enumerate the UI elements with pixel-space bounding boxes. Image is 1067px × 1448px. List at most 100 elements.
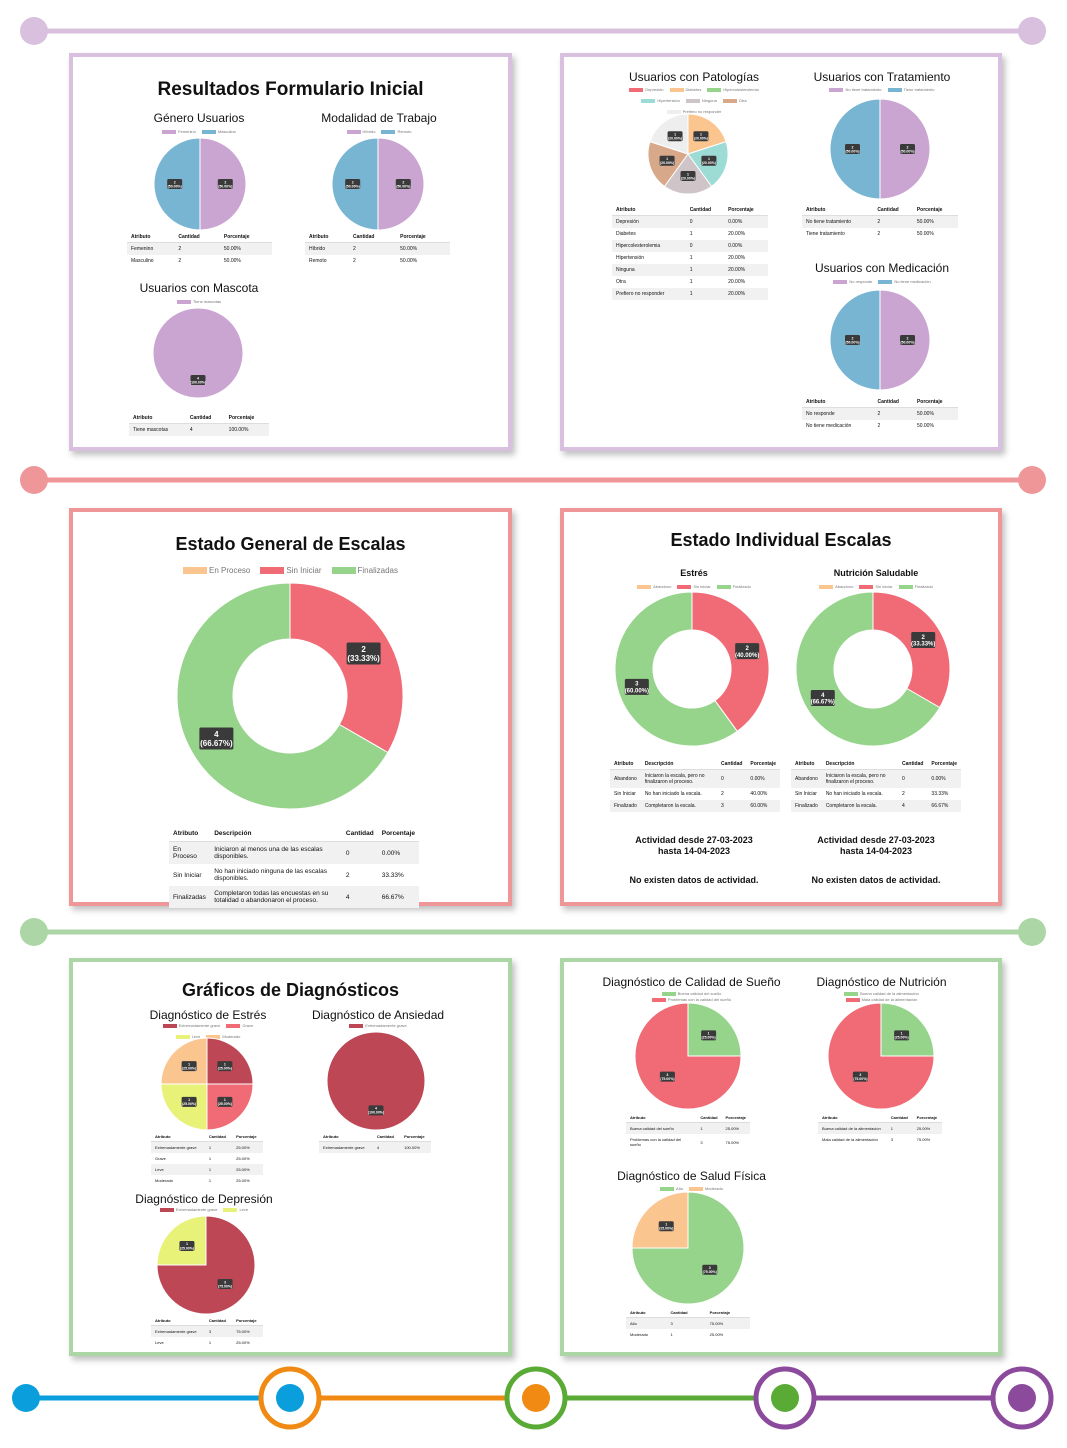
legend-item[interactable]: Finalizado bbox=[716, 584, 751, 589]
progress-timeline bbox=[12, 1366, 1054, 1430]
data-label-box bbox=[368, 1105, 384, 1116]
legend-item[interactable]: No responde bbox=[833, 279, 872, 284]
legend-label: Otra bbox=[738, 98, 747, 103]
data-label-box bbox=[217, 1096, 233, 1107]
legend-label: Extremadamente grave bbox=[175, 1207, 218, 1212]
table-row: Extremadamente grave 4 100.00% bbox=[319, 1141, 431, 1153]
legend-item[interactable]: Moderado bbox=[688, 1186, 723, 1191]
legend-item[interactable]: En Proceso bbox=[183, 566, 250, 575]
column-header: Atributo bbox=[626, 1113, 697, 1123]
table-cell: Completaron la escala. bbox=[640, 800, 718, 812]
no-activity-note: No existen datos de actividad. bbox=[629, 875, 759, 885]
column-header: Cantidad bbox=[666, 1308, 706, 1318]
legend-item[interactable]: Extremadamente grave bbox=[159, 1207, 218, 1212]
legend-item[interactable]: Extremadamente grave bbox=[162, 1023, 220, 1028]
data-label-box bbox=[658, 1221, 674, 1232]
legend-item[interactable]: Leve bbox=[175, 1034, 200, 1039]
table-header-row: Atributo Cantidad Porcentaje bbox=[129, 413, 269, 424]
legend-item[interactable]: Otra bbox=[722, 98, 747, 103]
table-cell: Mala calidad de la alimentación bbox=[822, 1137, 878, 1142]
pie-slice[interactable] bbox=[631, 1191, 745, 1305]
table-cell: 2 bbox=[174, 242, 220, 255]
table-cell: 1 bbox=[204, 1141, 233, 1153]
data-label-value: 1 bbox=[687, 172, 689, 176]
data-label: 2(40.00%) bbox=[735, 643, 759, 660]
table-cell: 0 bbox=[717, 769, 747, 788]
table-cell: 1 bbox=[685, 288, 725, 300]
table-cell: 3 bbox=[700, 1139, 703, 1145]
pie-slice[interactable] bbox=[156, 1215, 207, 1266]
column-header: Cantidad bbox=[696, 1113, 722, 1123]
chart-title: Diagnóstico de Nutrición bbox=[816, 975, 947, 989]
legend-item[interactable]: Buena calidad del sueño bbox=[661, 991, 721, 996]
pie-slice[interactable] bbox=[631, 1191, 689, 1249]
table-cell: 4 bbox=[185, 423, 225, 436]
legend-item[interactable]: Leve bbox=[223, 1207, 248, 1212]
pie-slice[interactable] bbox=[152, 307, 244, 399]
legend-swatch bbox=[677, 584, 692, 589]
table-cell: No han iniciado la escala. bbox=[825, 791, 883, 797]
legend-label: Hipertensión bbox=[657, 98, 680, 103]
table-header-row: Atributo Descripción Cantidad Porcentaje bbox=[169, 826, 419, 842]
legend-item[interactable]: Tiene tratamiento bbox=[887, 87, 935, 92]
data-label-percent: (50.00%) bbox=[218, 184, 232, 188]
table-row: Finalizadas Completaron todas las encuest… bbox=[169, 886, 419, 908]
legend-item[interactable]: Sin iniciar bbox=[677, 584, 711, 589]
pie-slice[interactable] bbox=[880, 1002, 935, 1057]
data-label-box bbox=[852, 1071, 868, 1082]
legend-item[interactable]: Extremadamente grave bbox=[349, 1023, 407, 1028]
legend: Extremadamente grave bbox=[318, 1023, 438, 1028]
legend-swatch bbox=[349, 1023, 364, 1028]
legend-item[interactable]: Híbrido bbox=[346, 129, 375, 134]
pie-slice[interactable] bbox=[206, 1037, 254, 1085]
legend-item[interactable]: Finalizado bbox=[898, 584, 933, 589]
table-cell: Completaron todas las encuestas en su to… bbox=[210, 886, 342, 908]
legend-item[interactable]: Abandono bbox=[637, 584, 671, 589]
legend-item[interactable]: No tiene medicación bbox=[878, 279, 931, 284]
pie-slice[interactable] bbox=[634, 1002, 742, 1110]
panel-title: Estado Individual Escalas bbox=[670, 530, 892, 550]
legend-item[interactable]: Femenino bbox=[162, 129, 196, 134]
legend-item[interactable]: Diabetes bbox=[669, 87, 701, 92]
legend-item[interactable]: Sin iniciar bbox=[859, 584, 893, 589]
legend-item[interactable]: Hipertensión bbox=[641, 98, 680, 103]
legend-item[interactable]: Mala calidad de la alimentación bbox=[845, 997, 917, 1002]
data-label-percent: (25.00%) bbox=[182, 1066, 196, 1070]
pie-slice[interactable] bbox=[687, 1002, 742, 1057]
column-header: Atributo bbox=[169, 826, 211, 842]
legend-item[interactable]: Ninguna bbox=[685, 98, 717, 103]
legend-item[interactable]: Alto bbox=[660, 1186, 683, 1191]
legend-item[interactable]: No tiene tratamiento bbox=[829, 87, 882, 92]
pie-slice[interactable] bbox=[156, 1215, 256, 1315]
legend-item[interactable]: Problemas con la calidad del sueño bbox=[651, 997, 731, 1002]
legend-item[interactable]: Tiene mascotas bbox=[176, 299, 221, 304]
pie-slice[interactable] bbox=[827, 1002, 935, 1110]
data-label-box bbox=[346, 642, 381, 665]
legend-item[interactable]: Moderado bbox=[206, 1034, 240, 1039]
column-header: Cantidad bbox=[349, 232, 397, 243]
legend-item[interactable]: Depresión bbox=[629, 87, 664, 92]
data-label: 2(33.33%) bbox=[346, 642, 381, 665]
legend-item[interactable]: Remoto bbox=[381, 129, 411, 134]
data-label-value: 1 bbox=[188, 1062, 190, 1066]
legend-item[interactable]: Abandono bbox=[819, 584, 853, 589]
pie-slice[interactable] bbox=[206, 1083, 254, 1131]
table-header-row: Atributo Descripción Cantidad Porcentaje bbox=[610, 759, 780, 770]
pie-slice[interactable] bbox=[160, 1083, 208, 1131]
table-estado-nutricion: Atributo Descripción Cantidad Porcentaje Aba… bbox=[791, 759, 961, 812]
legend-item[interactable]: Masculino bbox=[201, 129, 236, 134]
pie-slice[interactable] bbox=[160, 1037, 208, 1085]
legend-swatch bbox=[175, 1034, 190, 1039]
legend-label: Masculino bbox=[217, 129, 236, 134]
legend-item[interactable]: Hipercolesterolemia bbox=[707, 87, 759, 92]
legend-item[interactable]: Grave bbox=[226, 1023, 253, 1028]
legend-swatch bbox=[381, 129, 396, 134]
table-cell: 50.00% bbox=[400, 258, 418, 264]
table-dx-nutricion: Atributo Cantidad Porcentaje Buena calidad … bbox=[818, 1113, 942, 1145]
legend-item[interactable]: Prefiero no responder bbox=[666, 109, 721, 114]
column-header: Porcentaje bbox=[232, 1316, 263, 1326]
legend-item[interactable]: Sin Iniciar bbox=[260, 566, 322, 575]
legend-item[interactable]: Buena calidad de la alimentación bbox=[844, 991, 919, 996]
pie-slice[interactable] bbox=[326, 1031, 426, 1131]
legend-item[interactable]: Finalizadas bbox=[331, 566, 398, 575]
